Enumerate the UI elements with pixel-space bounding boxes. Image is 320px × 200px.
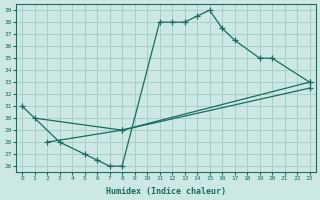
X-axis label: Humidex (Indice chaleur): Humidex (Indice chaleur) — [106, 187, 226, 196]
